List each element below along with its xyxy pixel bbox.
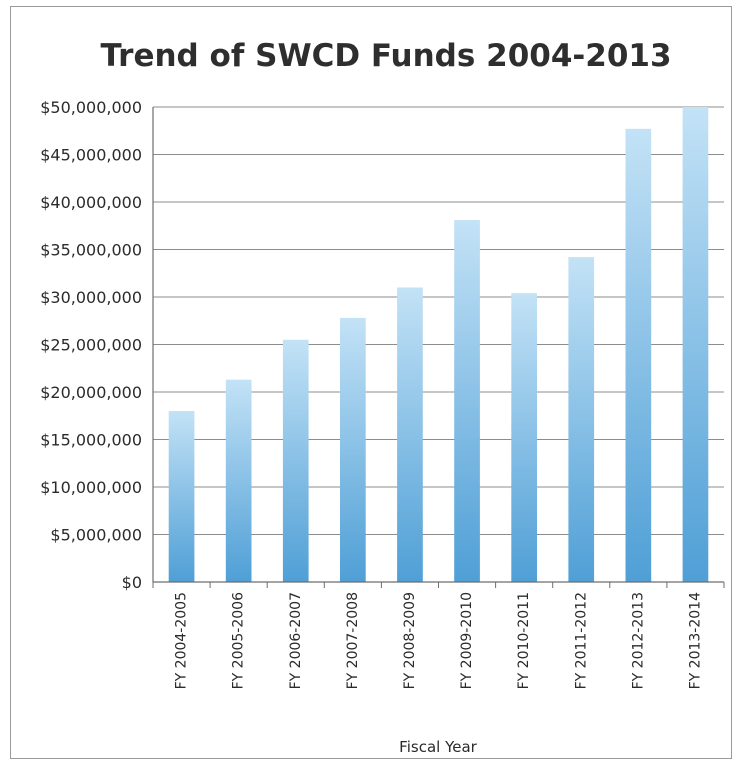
y-tick-label: $45,000,000 (40, 146, 142, 165)
y-tick-label: $0 (122, 573, 142, 592)
x-tick-label: FY 2012-2013 (630, 592, 646, 689)
y-tick-label: $30,000,000 (40, 288, 142, 307)
bar (340, 317, 366, 582)
x-tick-label: FY 2006-2007 (288, 592, 304, 689)
bar (225, 379, 252, 582)
y-axis-tick-labels: $0 $5,000,000 $10,000,000 $15,000,000 $20,00… (40, 98, 142, 592)
x-tick-label: FY 2009-2010 (459, 592, 475, 689)
x-axis-tick-labels: FY 2004-2005 FY 2005-2006 FY 2006-2007 FY 2… (174, 592, 704, 689)
x-tick-label: FY 2008-2009 (402, 592, 418, 689)
x-tick-label: FY 2010-2011 (516, 592, 532, 689)
x-tick-label: FY 2011-2012 (573, 592, 589, 689)
x-tick-label: FY 2004-2005 (174, 592, 190, 689)
x-axis-label: Fiscal Year (399, 738, 477, 756)
y-tick-label: $15,000,000 (40, 431, 142, 450)
y-tick-label: $40,000,000 (40, 193, 142, 212)
y-tick-label: $10,000,000 (40, 478, 142, 497)
x-tick-label: FY 2005-2006 (231, 592, 247, 689)
y-tick-label: $25,000,000 (40, 336, 142, 355)
bar (168, 411, 195, 582)
chart-frame (10, 6, 732, 759)
chart-title: Trend of SWCD Funds 2004-2013 (100, 38, 671, 74)
y-tick-label: $50,000,000 (40, 98, 142, 117)
bar (511, 293, 537, 582)
bar (454, 220, 480, 583)
axes (152, 107, 725, 588)
y-tick-label: $5,000,000 (50, 526, 142, 545)
bar (682, 107, 709, 582)
bars (168, 107, 709, 583)
bar (625, 128, 652, 582)
y-tick-label: $20,000,000 (40, 383, 142, 402)
bar (568, 257, 595, 582)
y-tick-label: $35,000,000 (40, 241, 142, 260)
x-tick-label: FY 2007-2008 (345, 592, 361, 689)
x-tick-label: FY 2013-2014 (687, 592, 703, 689)
bar (397, 287, 423, 582)
bar (282, 339, 309, 582)
